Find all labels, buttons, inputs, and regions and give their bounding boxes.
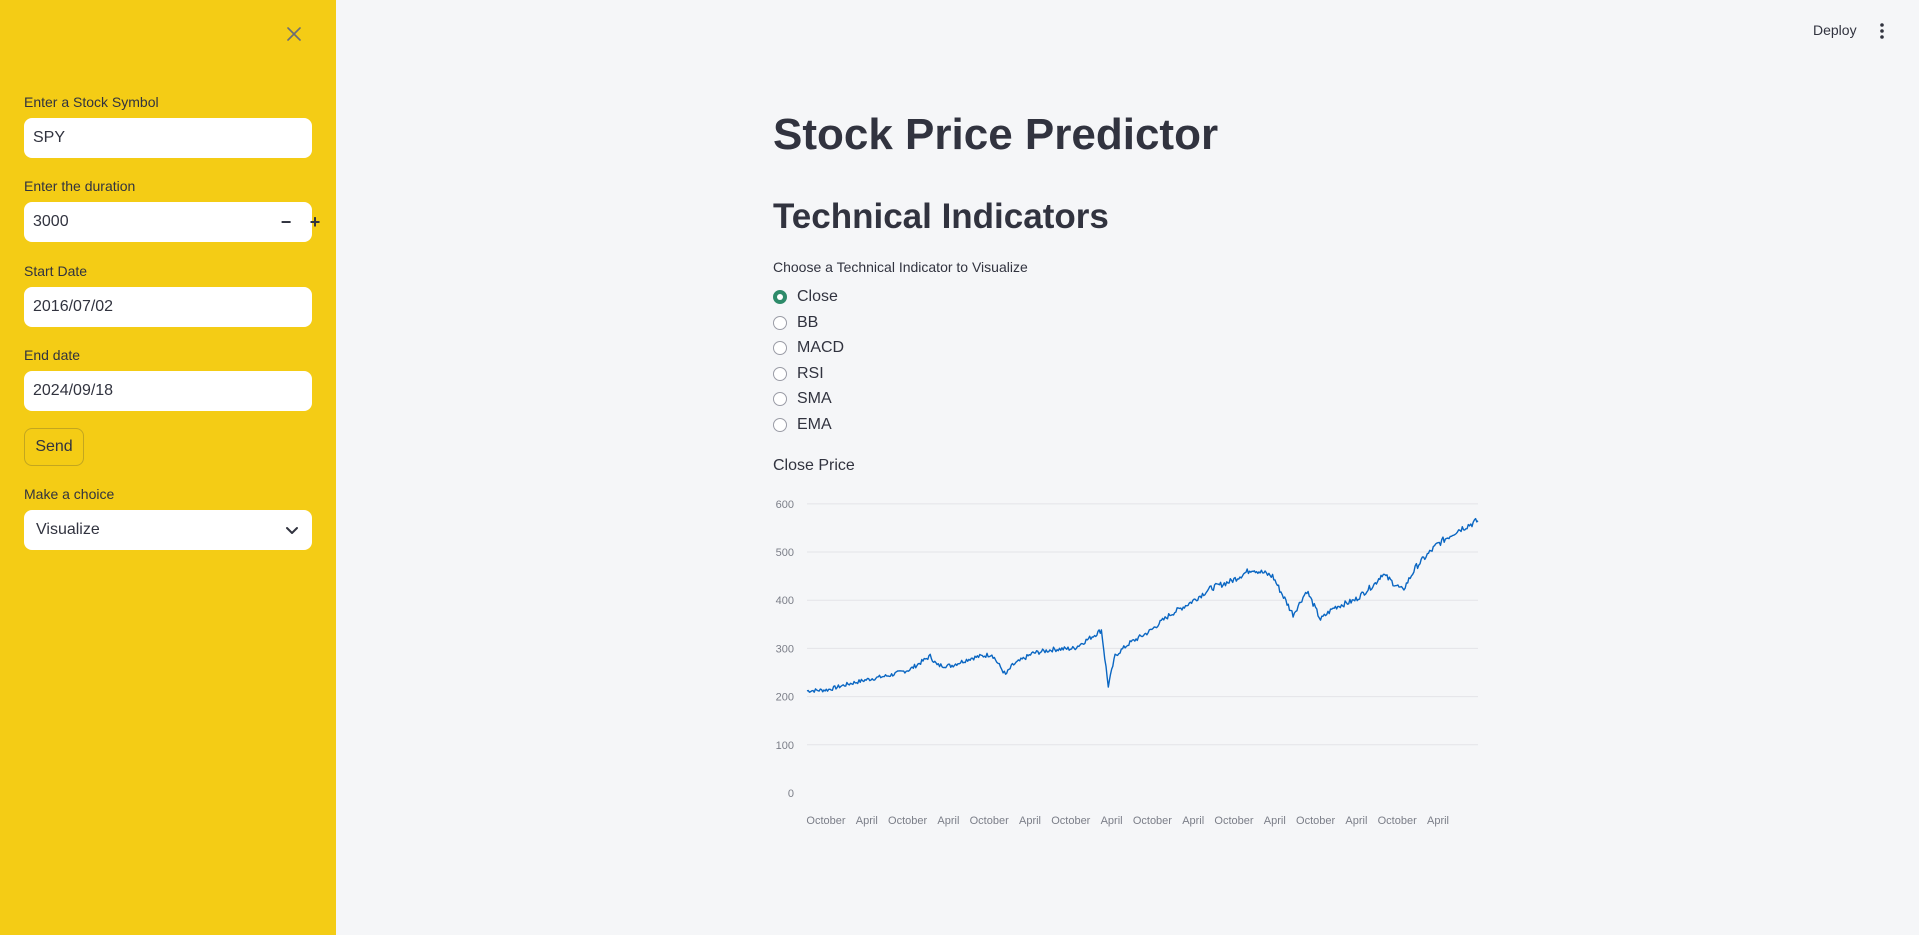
radio-circle[interactable]	[773, 315, 787, 330]
increment-button[interactable]: +	[309, 211, 321, 232]
radio-option-label: RSI	[797, 364, 824, 382]
end-date-label: End date	[24, 347, 81, 363]
x-tick-label: October	[970, 815, 1009, 827]
close-sidebar-button[interactable]	[282, 22, 306, 46]
page-title: Stock Price Predictor	[773, 110, 1219, 159]
send-button[interactable]: Send	[24, 428, 84, 466]
start-date-input[interactable]	[33, 298, 312, 316]
choice-label: Make a choice	[24, 486, 115, 502]
radio-circle[interactable]	[773, 290, 787, 304]
x-tick-label: April	[856, 815, 878, 827]
chevron-down-icon	[286, 527, 298, 534]
x-tick-label: October	[888, 815, 927, 827]
x-tick-label: April	[1345, 815, 1367, 827]
y-tick-label: 600	[776, 499, 794, 511]
y-tick-label: 500	[776, 547, 794, 559]
radio-option-label: MACD	[797, 339, 845, 356]
radio-option-label: SMA	[797, 390, 832, 407]
stock-symbol-field[interactable]	[24, 118, 312, 158]
y-tick-label: 300	[776, 643, 794, 655]
radio-option-bb[interactable]: BB	[773, 312, 818, 334]
section-title: Technical Indicators	[773, 197, 1109, 236]
x-tick-label: April	[1182, 815, 1204, 827]
choice-selected-value: Visualize	[36, 521, 100, 538]
x-tick-label: April	[1264, 815, 1286, 827]
radio-option-sma[interactable]: SMA	[773, 388, 832, 410]
x-tick-label: April	[1427, 815, 1449, 827]
radio-option-ema[interactable]: EMA	[773, 414, 832, 436]
indicator-radio-label: Choose a Technical Indicator to Visualiz…	[773, 259, 1028, 275]
y-tick-label: 200	[776, 692, 794, 704]
close-price-chart: 0 100 200 300 400 500 600 October April October Ap…	[776, 499, 1479, 827]
close-price-line	[806, 517, 1479, 693]
duration-stepper[interactable]: − +	[24, 202, 320, 242]
x-tick-label: April	[1101, 815, 1123, 827]
deploy-button[interactable]: Deploy	[1813, 22, 1857, 38]
start-date-label: Start Date	[24, 263, 88, 279]
radio-circle[interactable]	[773, 366, 787, 381]
radio-circle[interactable]	[773, 341, 787, 355]
start-date-field[interactable]	[24, 287, 312, 327]
end-date-input[interactable]	[33, 382, 312, 400]
stock-symbol-input[interactable]	[33, 129, 312, 147]
radio-option-macd[interactable]: MACD	[773, 337, 844, 359]
y-tick-label: 400	[776, 595, 794, 607]
end-date-field[interactable]	[24, 371, 312, 411]
x-tick-label: October	[806, 815, 845, 827]
radio-option-rsi[interactable]: RSI	[773, 363, 824, 385]
decrement-button[interactable]: −	[280, 211, 292, 232]
kebab-menu-icon	[1880, 23, 1884, 39]
radio-option-label: EMA	[797, 415, 832, 433]
x-tick-label: October	[1378, 815, 1417, 827]
x-tick-label: October	[1214, 815, 1253, 827]
y-tick-label: 100	[776, 740, 794, 752]
x-tick-label: April	[1019, 815, 1041, 827]
x-tick-label: October	[1296, 815, 1335, 827]
radio-circle[interactable]	[773, 417, 787, 432]
radio-option-label: BB	[797, 313, 819, 331]
y-tick-label: 0	[788, 788, 794, 800]
radio-circle[interactable]	[773, 392, 787, 406]
duration-input[interactable]	[33, 213, 233, 231]
stock-symbol-label: Enter a Stock Symbol	[24, 94, 159, 110]
sidebar: Enter a Stock Symbol Enter the duration …	[0, 0, 336, 935]
choice-select[interactable]: Visualize	[24, 510, 312, 550]
chart-title: Close Price	[773, 457, 855, 474]
x-tick-label: October	[1133, 815, 1172, 827]
duration-label: Enter the duration	[24, 178, 136, 194]
x-tick-label: April	[937, 815, 959, 827]
radio-option-close[interactable]: Close	[773, 286, 838, 308]
radio-option-label: Close	[797, 288, 838, 305]
close-icon	[287, 27, 301, 41]
main-menu-button[interactable]	[1872, 20, 1892, 42]
x-tick-label: October	[1051, 815, 1090, 827]
